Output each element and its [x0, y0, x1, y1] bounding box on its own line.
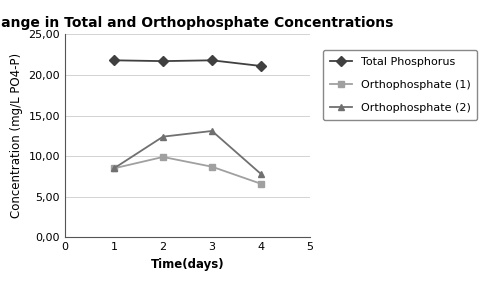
Total Phosphorus [111, 59, 117, 62]
Orthophosphate (2) [258, 172, 264, 176]
Orthophosphate (1) [209, 165, 215, 168]
Line: Total Phosphorus: Total Phosphorus [110, 57, 264, 69]
Y-axis label: Concentration (mg/L PO4-P): Concentration (mg/L PO4-P) [10, 53, 23, 219]
Total Phosphorus [258, 64, 264, 68]
Line: Orthophosphate (1): Orthophosphate (1) [110, 154, 264, 187]
Line: Orthophosphate (2): Orthophosphate (2) [110, 128, 264, 178]
Total Phosphorus [160, 59, 166, 63]
X-axis label: Time(days): Time(days) [150, 258, 224, 271]
Title: Change in Total and Orthophosphate Concentrations: Change in Total and Orthophosphate Conce… [0, 16, 394, 30]
Orthophosphate (2) [209, 129, 215, 133]
Total Phosphorus [209, 59, 215, 62]
Legend: Total Phosphorus, Orthophosphate (1), Orthophosphate (2): Total Phosphorus, Orthophosphate (1), Or… [323, 50, 477, 120]
Orthophosphate (1) [111, 167, 117, 170]
Orthophosphate (2) [160, 135, 166, 138]
Orthophosphate (1) [160, 155, 166, 159]
Orthophosphate (2) [111, 167, 117, 170]
Orthophosphate (1) [258, 182, 264, 186]
